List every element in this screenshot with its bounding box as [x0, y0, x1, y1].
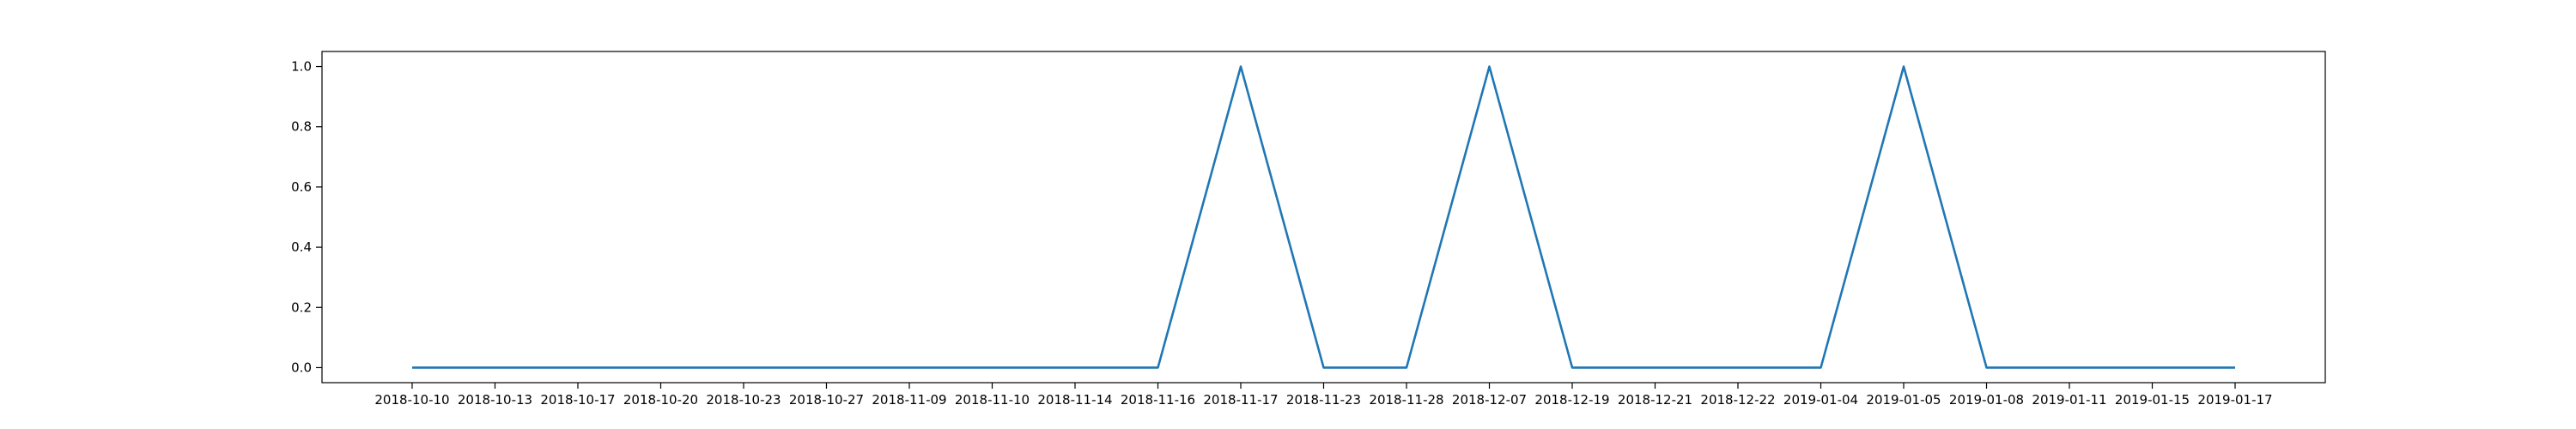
x-tick-label: 2018-12-22	[1700, 392, 1775, 408]
x-tick-label: 2018-11-14	[1037, 392, 1112, 408]
series-line-0	[411, 65, 2236, 369]
x-tick-label: 2018-10-20	[623, 392, 698, 408]
y-tick-label: 0.4	[291, 239, 312, 255]
x-tick-label: 2018-11-17	[1203, 392, 1278, 408]
x-tick-label: 2018-10-27	[789, 392, 864, 408]
x-tick-label: 2018-11-10	[955, 392, 1030, 408]
x-tick-label: 2018-10-13	[458, 392, 532, 408]
y-axis: 0.0 0.2 0.4 0.6 0.8 1.0	[291, 59, 322, 375]
y-tick-label: 0.8	[291, 119, 312, 135]
x-tick-label: 2018-12-21	[1618, 392, 1692, 408]
x-tick-label: 2018-11-23	[1286, 392, 1361, 408]
y-tick-label: 0.6	[291, 179, 312, 195]
y-tick-label: 1.0	[291, 59, 312, 75]
x-tick-label: 2018-11-16	[1121, 392, 1195, 408]
x-tick-label: 2019-01-04	[1783, 392, 1858, 408]
axes-frame	[321, 51, 2326, 384]
x-tick-label: 2018-12-07	[1452, 392, 1527, 408]
x-tick-label: 2018-12-19	[1534, 392, 1609, 408]
x-tick-label: 2019-01-17	[2197, 392, 2272, 408]
plot-area	[411, 65, 2236, 369]
x-tick-label: 2019-01-15	[2115, 392, 2190, 408]
y-tick-label: 0.2	[291, 299, 312, 315]
x-tick-label: 2019-01-05	[1866, 392, 1941, 408]
x-tick-label: 2019-01-08	[1949, 392, 2024, 408]
x-tick-label: 2018-10-23	[706, 392, 781, 408]
y-tick-label: 0.0	[291, 360, 312, 375]
x-tick-label: 2018-10-17	[540, 392, 615, 408]
x-axis: 2018-10-10 2018-10-13 2018-10-17 2018-10-20…	[374, 383, 2273, 408]
x-tick-label: 2019-01-11	[2032, 392, 2106, 408]
x-tick-label: 2018-11-09	[872, 392, 946, 408]
x-tick-label: 2018-11-28	[1369, 392, 1443, 408]
x-tick-label: 2018-10-10	[374, 392, 449, 408]
